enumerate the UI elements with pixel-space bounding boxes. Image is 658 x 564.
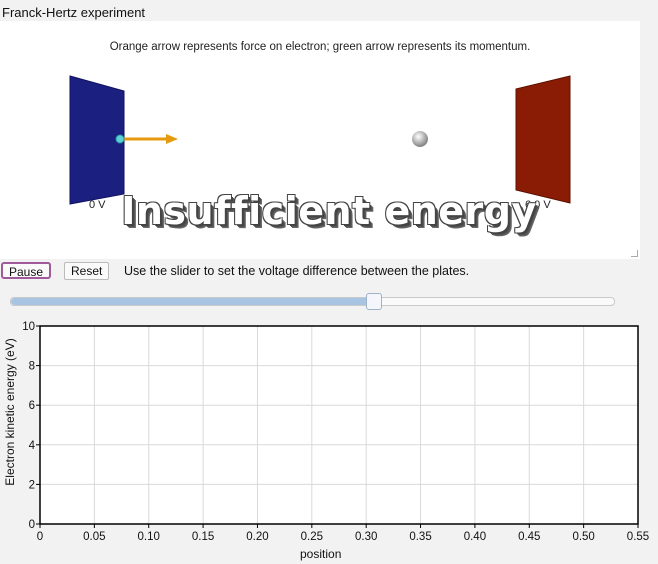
y-tick-label: 8 (29, 361, 35, 373)
y-tick-label: 4 (29, 440, 36, 452)
left-plate (69, 75, 125, 205)
window-title: Franck-Hertz experiment (2, 5, 146, 20)
y-tick-label: 2 (29, 479, 35, 491)
scene-canvas (69, 75, 571, 205)
x-axis-label: position (300, 547, 342, 561)
x-tick-label: 0.25 (301, 531, 323, 543)
plot-area (40, 326, 638, 524)
x-tick-label: 0.55 (627, 531, 649, 543)
x-tick-label: 0.40 (464, 531, 486, 543)
scene-caption: Orange arrow represents force on electro… (109, 41, 531, 53)
simulation-scene: Orange arrow represents force on electro… (0, 21, 640, 259)
energy-chart: 0 0.05 0.10 0.15 0.20 0.25 0.30 0.35 0.40 0.45 0.5… (22, 321, 649, 543)
force-arrow-head (166, 134, 178, 144)
slider-hint: Use the slider to set the voltage differ… (124, 264, 470, 278)
x-tick-label: 0.50 (572, 531, 594, 543)
right-plate (515, 75, 571, 204)
x-tick-label: 0.45 (518, 531, 540, 543)
pause-button[interactable]: Pause (1, 262, 52, 279)
resize-grip[interactable] (631, 250, 638, 257)
voltage-slider-fill (11, 298, 373, 305)
voltage-slider-thumb[interactable] (365, 293, 382, 310)
x-tick-label: 0.30 (355, 531, 377, 543)
x-tick-label: 0 (37, 531, 43, 543)
x-tick-label: 0.35 (409, 531, 431, 543)
voltage-slider[interactable] (10, 293, 615, 310)
y-axis-label: Electron kinetic energy (eV) (3, 338, 17, 486)
left-plate-label: 0 V (89, 199, 106, 211)
status-overlay-text: Insufficient energy (121, 189, 537, 233)
atom (412, 131, 428, 147)
y-tick-label: 6 (29, 400, 35, 412)
plot-frame (39, 325, 639, 525)
x-tick-label: 0.20 (246, 531, 268, 543)
y-tick-label: 10 (22, 321, 35, 333)
x-tick-label: 0.05 (83, 531, 105, 543)
y-tick-label: 0 (29, 519, 35, 531)
reset-button[interactable]: Reset (64, 262, 110, 280)
electron (115, 134, 125, 144)
x-tick-label: 0.10 (138, 531, 160, 543)
right-plate-label: 6.0 V (525, 199, 551, 211)
x-tick-label: 0.15 (192, 531, 214, 543)
